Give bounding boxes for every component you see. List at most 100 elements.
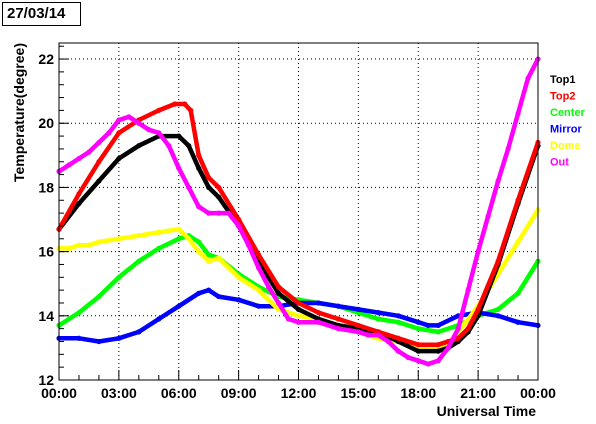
series-point-top1 [216,194,222,200]
series-point-top2 [255,252,262,258]
series-point-out [375,332,381,338]
series-point-top2 [196,152,202,158]
x-tick-label: 12:00 [281,385,317,401]
x-tick-label: 00:00 [41,385,77,401]
series-point-center [415,326,421,332]
series-point-dome [76,242,82,248]
x-tick-label: 00:00 [520,385,556,401]
series-point-mirror [515,319,521,325]
series-point-out [206,210,212,216]
series-point-mirror [196,290,202,296]
series-point-mirror [176,303,182,309]
series-point-mirror [335,303,342,309]
series-point-top1 [295,306,302,312]
series-point-dome [206,258,212,264]
series-point-out [465,287,471,293]
series-point-out [246,242,252,248]
series-point-mirror [136,329,142,335]
series-point-out [475,249,481,255]
series-point-top2 [116,130,122,136]
series-point-center [116,274,122,280]
series-point-top1 [136,143,142,149]
series-point-dome [196,249,202,255]
series-point-out [315,319,322,325]
series-point-mirror [96,338,102,345]
y-tick-label: 16 [38,244,54,260]
y-axis-title: Temperature(degree) [11,43,27,182]
series-point-top1 [275,290,282,296]
legend-entry-top1: Top1 [550,74,575,86]
x-tick-label: 21:00 [460,385,496,401]
series-point-center [76,310,82,316]
series-point-mirror [255,303,262,309]
legend-entry-mirror: Mirror [550,124,583,136]
series-point-out [395,348,401,354]
series-point-mirror [355,306,361,312]
y-tick-label: 18 [38,179,54,195]
series-point-dome [216,255,222,261]
series-point-center [206,252,212,258]
x-axis-title: Universal Time [437,403,537,419]
series-point-mirror [116,335,122,341]
chart-title: 27/03/14 [7,5,66,22]
series-point-mirror [425,322,431,329]
series-point-center [395,319,401,325]
series-point-top1 [415,348,421,354]
series-point-out [295,319,302,325]
series-point-dome [66,245,72,252]
series-point-mirror [495,313,501,319]
series-point-out [405,354,411,361]
x-tick-label: 03:00 [101,385,137,401]
series-point-top2 [275,284,282,290]
series-point-out [255,265,262,271]
series-point-out [76,155,82,162]
legend-entry-dome: Dome [550,140,581,152]
y-tick-label: 22 [38,51,54,67]
series-point-top2 [216,184,222,191]
series-point-top2 [315,310,322,316]
series-point-center [435,329,441,335]
series-point-center [156,245,162,252]
series-point-out [425,361,431,367]
series-point-top1 [435,348,441,354]
series-point-top1 [176,133,182,139]
series-point-out [86,149,92,155]
series-point-out [455,326,461,332]
series-point-out [136,120,142,126]
series-point-dome [86,242,92,248]
series-point-out [505,146,511,152]
series-point-out [186,184,192,191]
series-point-out [106,130,112,136]
series-point-out [176,165,182,171]
series-point-out [236,223,242,229]
series-point-out [196,204,202,210]
series-point-dome [96,239,102,245]
y-tick-label: 14 [38,308,54,324]
series-point-out [66,162,72,168]
series-point-top1 [116,155,122,162]
series-point-top2 [415,342,421,348]
series-point-out [146,127,152,133]
series-point-top2 [295,300,302,306]
series-point-mirror [216,293,222,300]
series-point-center [495,306,501,312]
series-point-mirror [236,297,242,303]
series-point-top2 [182,101,188,107]
series-point-top1 [206,184,212,191]
x-tick-label: 18:00 [400,385,436,401]
series-point-dome [176,226,182,232]
series-point-center [96,293,102,300]
series-point-top2 [172,101,178,107]
legend-entry-top2: Top2 [550,91,575,103]
chart-title-box: 27/03/14 [2,2,81,26]
legend-entry-center: Center [550,107,586,119]
series-point-top2 [335,316,342,322]
series-point-out [365,332,371,338]
series-point-out [265,284,272,290]
series-point-mirror [435,322,441,329]
series-point-out [415,358,421,364]
series-point-out [515,111,521,117]
series-point-out [216,210,222,216]
series-point-top2 [455,335,461,341]
series-point-mirror [375,310,381,316]
